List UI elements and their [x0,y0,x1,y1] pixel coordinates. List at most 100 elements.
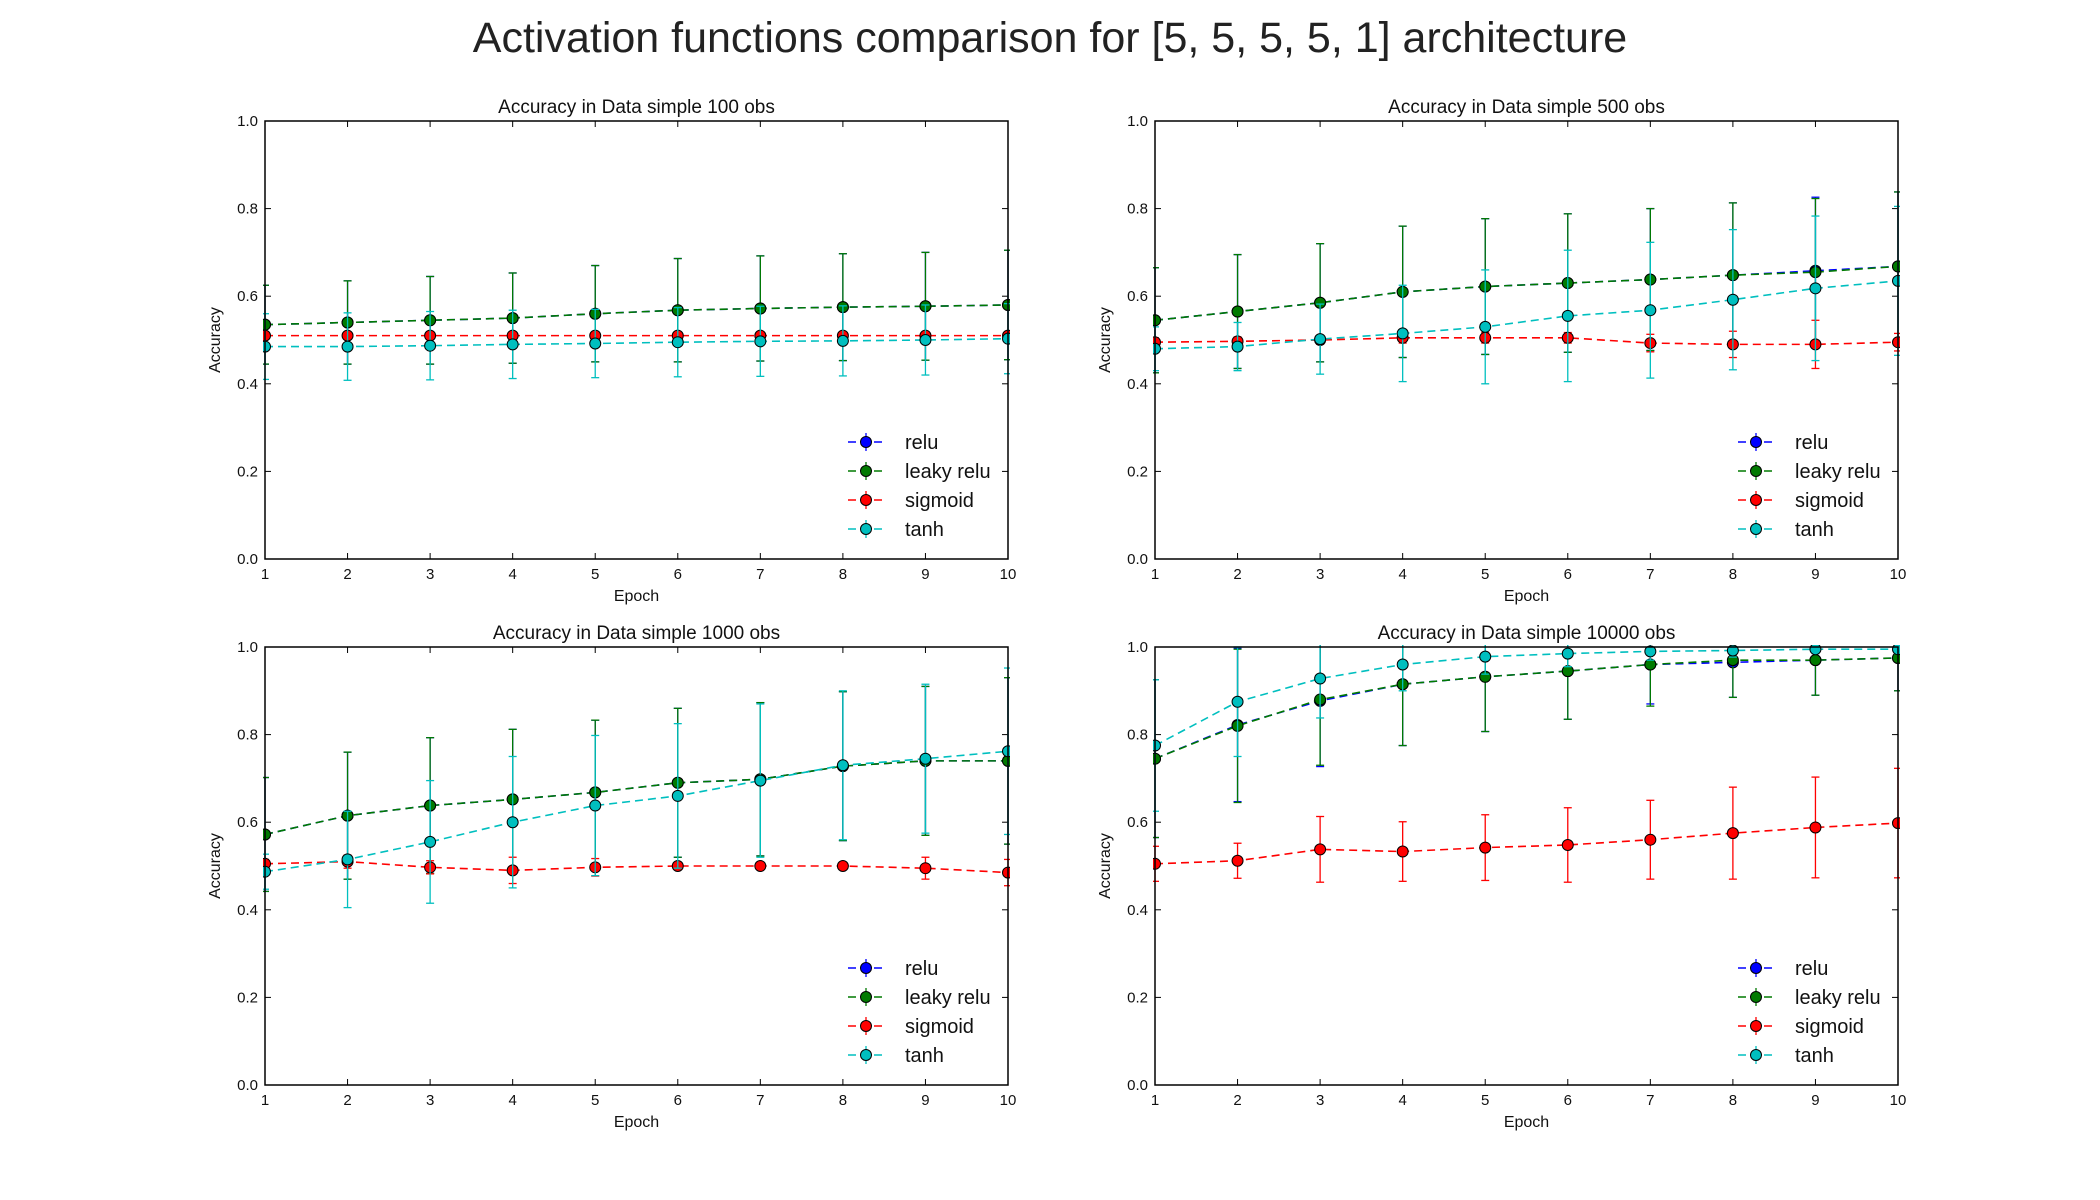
y-tick-label: 0.8 [237,201,258,218]
x-tick-label: 7 [756,566,764,583]
legend-marker [1750,494,1762,506]
figure-title: Activation functions comparison for [5, … [472,14,1628,62]
legend-marker [860,1020,872,1032]
series-line [264,304,1009,326]
y-tick-label: 0.4 [237,376,258,393]
x-tick-label: 10 [1000,1092,1017,1109]
y-tick-label: 0.2 [237,989,258,1006]
x-tick-label: 9 [921,1092,929,1109]
legend-marker [1750,1020,1762,1032]
y-tick-label: 0.4 [237,902,258,919]
legend-label: tanh [1795,1045,1834,1067]
data-point [589,337,602,350]
legend-marker [860,962,872,974]
legend-label: sigmoid [905,490,974,512]
legend-item-tanh: tanh [1738,1045,1834,1067]
x-tick-label: 5 [1481,566,1489,583]
series-tanh [263,302,1010,381]
x-tick-label: 6 [1564,1092,1572,1109]
x-tick-label: 3 [1316,566,1324,583]
y-tick-label: 0.0 [237,1077,258,1094]
x-tick-label: 4 [1398,566,1406,583]
data-point [919,862,932,875]
y-tick-label: 0.0 [1127,551,1148,568]
x-tick-label: 1 [261,1092,269,1109]
y-tick-label: 0.8 [237,727,258,744]
subplot-4: Accuracy in Data simple 10000 obs Epoch Ac… [1097,623,1906,1131]
data-point [1231,340,1244,353]
legend-marker [860,1049,872,1061]
y-axis-label: Accuracy [207,833,224,899]
data-point [1396,658,1409,671]
y-axis-label: Accuracy [207,307,224,373]
legend-label: relu [905,958,938,980]
series-line [264,760,1008,836]
data-point [1644,833,1657,846]
y-tick-label: 0.2 [1127,463,1148,480]
series-leaky-relu [1153,645,1900,839]
legend-item-sigmoid: sigmoid [1738,1016,1864,1038]
y-tick-label: 0.0 [237,551,258,568]
x-tick-label: 4 [508,566,516,583]
series-line [264,760,1008,836]
data-point [836,334,849,347]
y-axis-label: Accuracy [1097,307,1114,373]
legend-item-sigmoid: sigmoid [848,490,974,512]
plot-area [1153,191,1900,385]
x-tick-label: 7 [1646,566,1654,583]
legend-label: leaky relu [905,461,991,483]
x-tick-label: 5 [1481,1092,1489,1109]
legend-label: sigmoid [905,1016,974,1038]
series-leaky-relu [263,677,1010,893]
subplot-title: Accuracy in Data simple 500 obs [1388,97,1665,118]
data-point [1314,672,1327,685]
legend-label: sigmoid [1795,490,1864,512]
y-axis-label: Accuracy [1097,833,1114,899]
data-point [1644,645,1657,658]
legend-item-relu: relu [848,432,938,454]
legend-marker [860,523,872,535]
series-line [1154,280,1899,350]
axes-frame [1154,646,1899,1086]
legend-label: tanh [905,519,944,541]
y-tick-label: 0.6 [1127,814,1148,831]
series-line [264,750,1009,873]
data-point [1726,827,1739,840]
y-tick-label: 0.4 [1127,376,1148,393]
x-tick-label: 2 [343,566,351,583]
legend-marker [1750,1049,1762,1061]
data-point [424,339,437,352]
series-line [264,860,1009,874]
series-sigmoid [263,854,1010,887]
y-tick-label: 1.0 [1127,113,1148,130]
data-point [919,334,932,346]
data-point [1561,647,1574,660]
data-point [1809,654,1822,667]
axes-frame [264,646,1009,1086]
x-tick-label: 1 [1151,1092,1159,1109]
data-point [836,860,849,872]
legend-item-leaky-relu: leaky relu [848,987,991,1009]
legend-marker [1750,991,1762,1003]
y-tick-label: 0.6 [1127,288,1148,305]
x-tick-label: 4 [1398,1092,1406,1109]
series-relu [1153,191,1900,374]
x-axis-label: Epoch [1504,1114,1549,1131]
data-point [341,340,354,353]
data-point [1809,821,1822,834]
data-point [1726,645,1739,657]
legend: relu leaky relu sigmoid tanh [1738,958,1881,1067]
x-axis-label: Epoch [614,1114,659,1131]
y-tick-label: 1.0 [237,113,258,130]
data-point [1396,845,1409,858]
series-line [1154,265,1899,322]
data-point [836,759,849,772]
data-point [1479,650,1492,663]
plot-area [263,667,1010,909]
x-tick-label: 10 [1890,566,1907,583]
x-axis-label: Epoch [614,588,659,605]
data-point [1726,293,1739,306]
x-tick-label: 6 [1564,566,1572,583]
